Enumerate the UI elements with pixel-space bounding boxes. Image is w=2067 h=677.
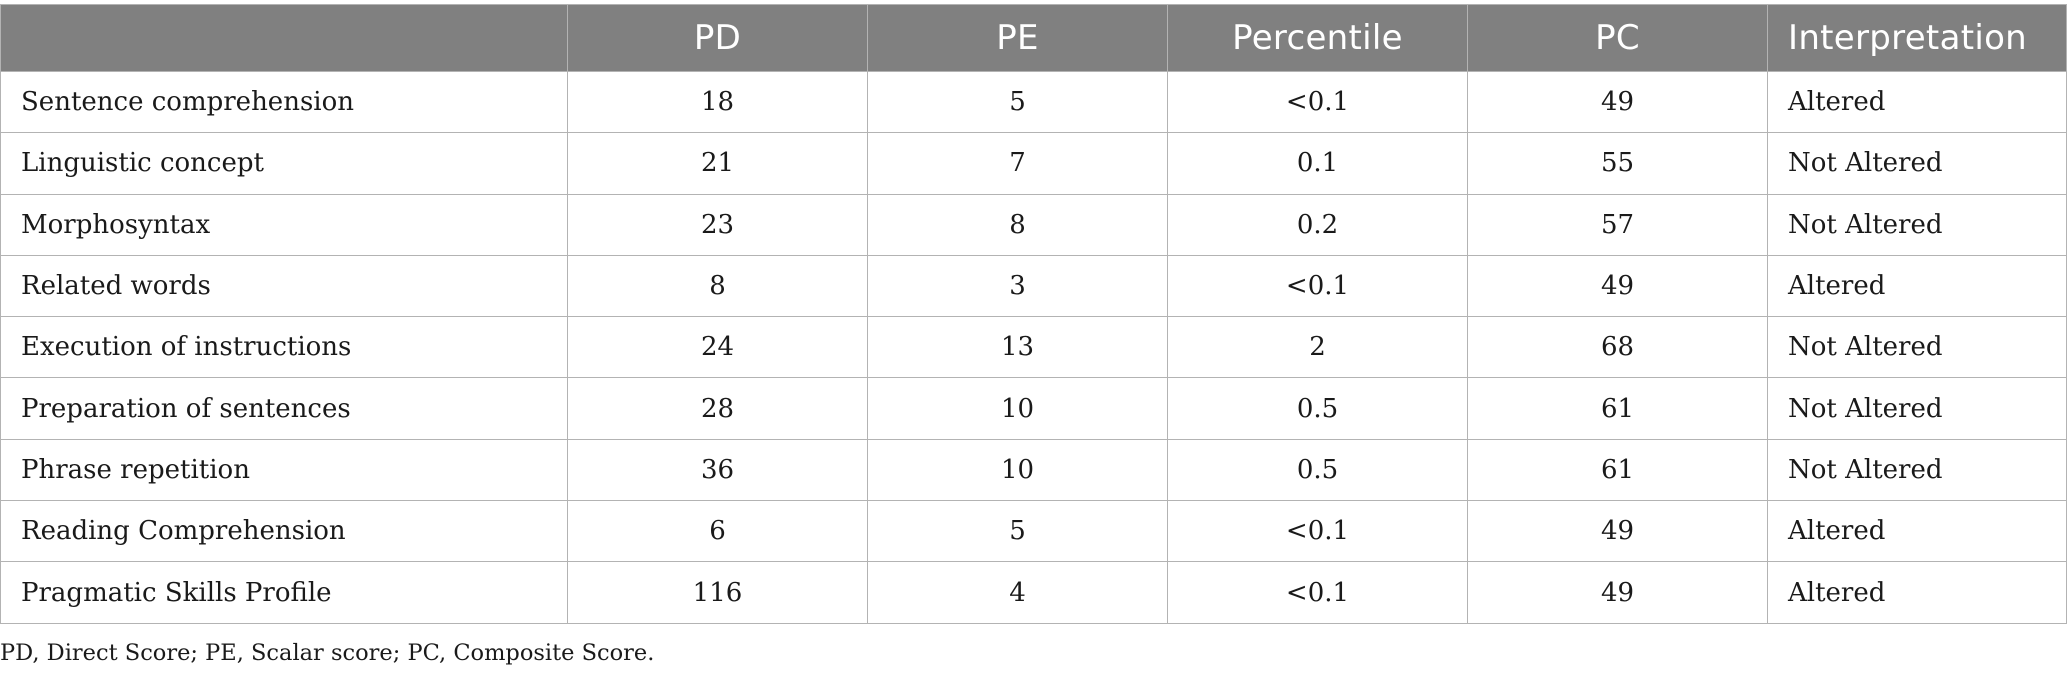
percentile-cell: <0.1 <box>1167 254 1468 318</box>
pd-cell: 24 <box>567 316 868 379</box>
table-row: Sentence comprehension 18 5 <0.1 49 Alte… <box>0 70 2067 134</box>
pc-cell: 61 <box>1467 377 1768 440</box>
table-header: PD PE Percentile PC Interpretation <box>0 4 2067 72</box>
pc-cell: 61 <box>1467 438 1768 502</box>
row-label: Morphosyntax <box>0 193 568 256</box>
interpretation-cell: Altered <box>1767 500 2067 563</box>
row-label: Preparation of sentences <box>0 377 568 440</box>
pc-cell: 49 <box>1467 254 1768 318</box>
interpretation-cell: Not Altered <box>1767 132 2067 195</box>
row-label: Execution of instructions <box>0 316 568 379</box>
percentile-cell: <0.1 <box>1167 561 1468 624</box>
percentile-cell: <0.1 <box>1167 70 1468 134</box>
row-label: Pragmatic Skills Profile <box>0 561 568 624</box>
interpretation-cell: Not Altered <box>1767 438 2067 502</box>
header-pd: PD <box>567 4 868 72</box>
table-body: Sentence comprehension 18 5 <0.1 49 Alte… <box>0 70 2067 624</box>
pe-cell: 3 <box>867 254 1168 318</box>
pe-cell: 13 <box>867 316 1168 379</box>
table-row: Related words 8 3 <0.1 49 Altered <box>0 254 2067 318</box>
pd-cell: 8 <box>567 254 868 318</box>
pd-cell: 116 <box>567 561 868 624</box>
table-row: Execution of instructions 24 13 2 68 Not… <box>0 316 2067 379</box>
table-row: Pragmatic Skills Profile 116 4 <0.1 49 A… <box>0 561 2067 624</box>
pe-cell: 10 <box>867 377 1168 440</box>
interpretation-cell: Not Altered <box>1767 316 2067 379</box>
percentile-cell: 0.1 <box>1167 132 1468 195</box>
percentile-cell: <0.1 <box>1167 500 1468 563</box>
header-percentile: Percentile <box>1167 4 1468 72</box>
pe-cell: 4 <box>867 561 1168 624</box>
header-row: PD PE Percentile PC Interpretation <box>0 4 2067 72</box>
table-row: Linguistic concept 21 7 0.1 55 Not Alter… <box>0 132 2067 195</box>
interpretation-cell: Altered <box>1767 561 2067 624</box>
row-label: Sentence comprehension <box>0 70 568 134</box>
percentile-cell: 2 <box>1167 316 1468 379</box>
header-row-label <box>0 4 568 72</box>
interpretation-cell: Altered <box>1767 254 2067 318</box>
pc-cell: 49 <box>1467 70 1768 134</box>
pe-cell: 5 <box>867 70 1168 134</box>
header-pc: PC <box>1467 4 1768 72</box>
pc-cell: 57 <box>1467 193 1768 256</box>
pe-cell: 8 <box>867 193 1168 256</box>
row-label: Reading Comprehension <box>0 500 568 563</box>
percentile-cell: 0.2 <box>1167 193 1468 256</box>
interpretation-cell: Not Altered <box>1767 193 2067 256</box>
header-interpretation: Interpretation <box>1767 4 2067 72</box>
table-footnote: PD, Direct Score; PE, Scalar score; PC, … <box>0 640 655 666</box>
pd-cell: 18 <box>567 70 868 134</box>
row-label: Related words <box>0 254 568 318</box>
row-label: Linguistic concept <box>0 132 568 195</box>
pc-cell: 55 <box>1467 132 1768 195</box>
pe-cell: 10 <box>867 438 1168 502</box>
row-label: Phrase repetition <box>0 438 568 502</box>
pe-cell: 7 <box>867 132 1168 195</box>
pe-cell: 5 <box>867 500 1168 563</box>
table-row: Preparation of sentences 28 10 0.5 61 No… <box>0 377 2067 440</box>
table-row: Reading Comprehension 6 5 <0.1 49 Altere… <box>0 500 2067 563</box>
header-pe: PE <box>867 4 1168 72</box>
table-row: Phrase repetition 36 10 0.5 61 Not Alter… <box>0 438 2067 502</box>
percentile-cell: 0.5 <box>1167 438 1468 502</box>
pc-cell: 49 <box>1467 500 1768 563</box>
pd-cell: 23 <box>567 193 868 256</box>
interpretation-cell: Not Altered <box>1767 377 2067 440</box>
percentile-cell: 0.5 <box>1167 377 1468 440</box>
pd-cell: 6 <box>567 500 868 563</box>
pd-cell: 36 <box>567 438 868 502</box>
interpretation-cell: Altered <box>1767 70 2067 134</box>
pc-cell: 49 <box>1467 561 1768 624</box>
score-table: PD PE Percentile PC Interpretation Sente… <box>0 4 2067 624</box>
pd-cell: 21 <box>567 132 868 195</box>
pd-cell: 28 <box>567 377 868 440</box>
pc-cell: 68 <box>1467 316 1768 379</box>
table-row: Morphosyntax 23 8 0.2 57 Not Altered <box>0 193 2067 256</box>
